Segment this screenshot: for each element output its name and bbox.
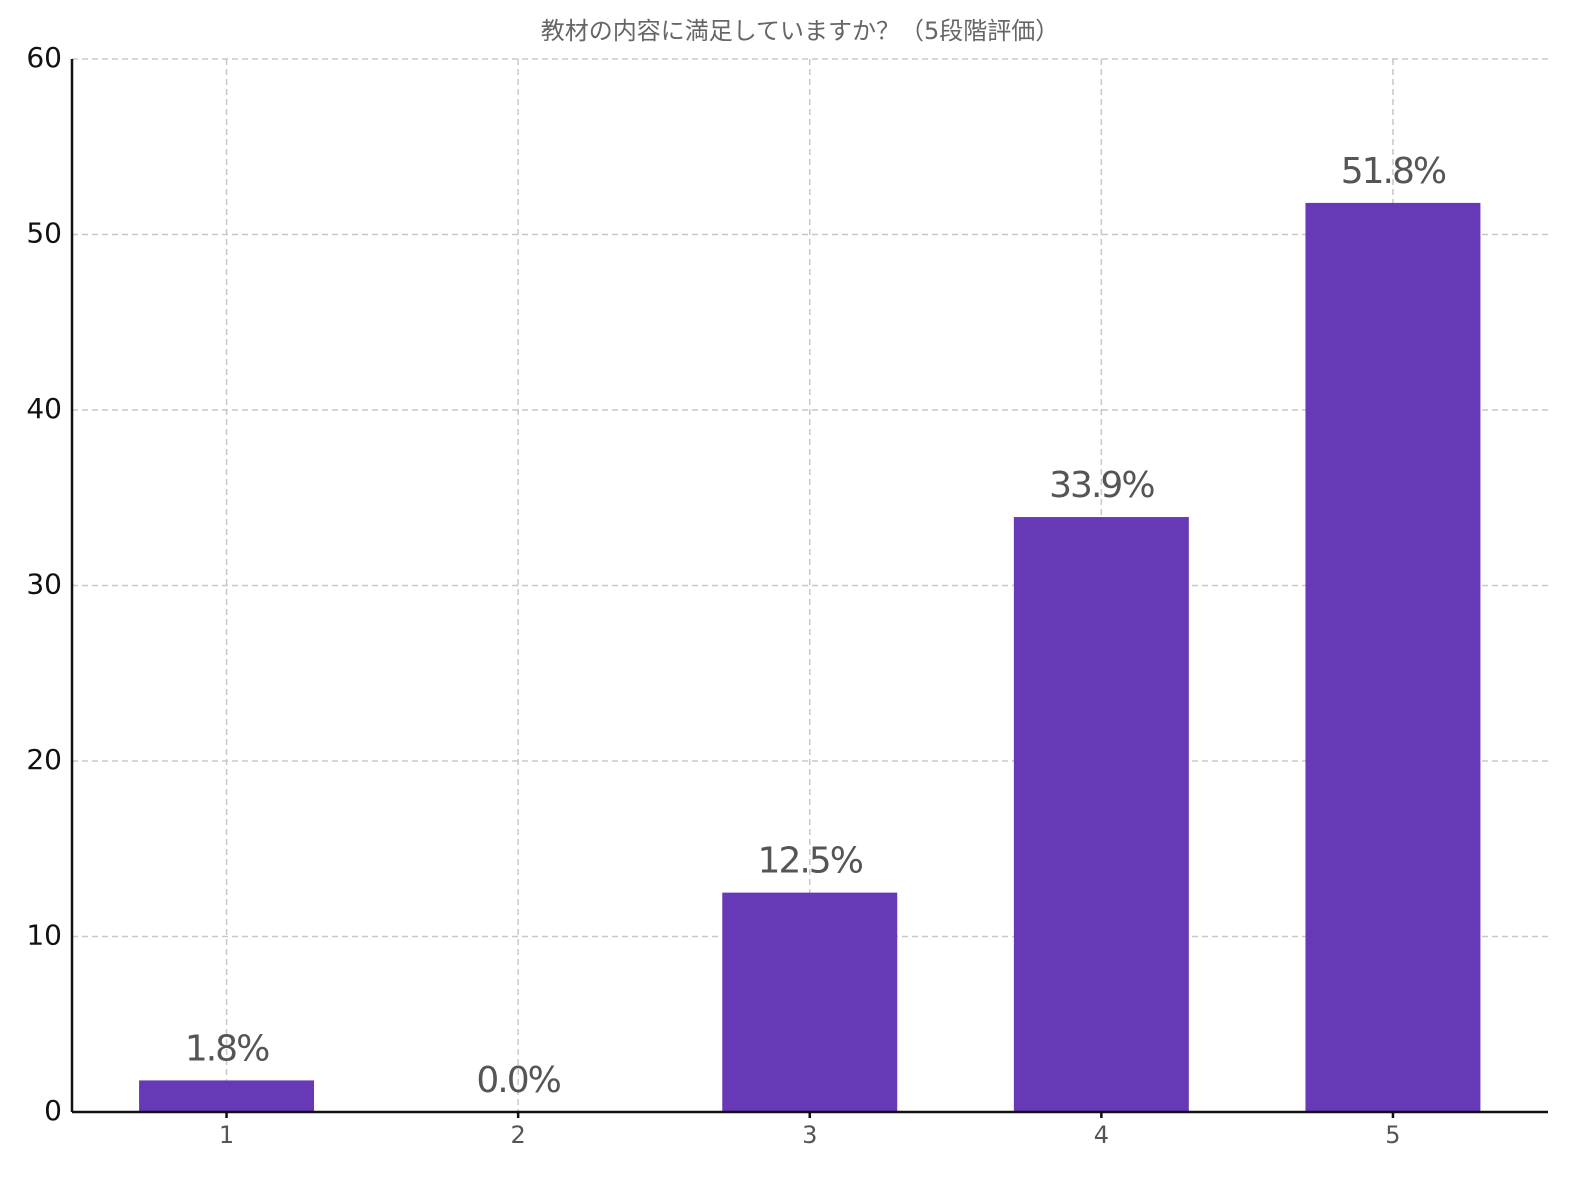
y-tick-label: 10 <box>26 919 62 952</box>
value-label: 51.8% <box>1341 151 1446 192</box>
y-tick-label: 60 <box>26 41 62 74</box>
y-tick-label: 20 <box>26 743 62 776</box>
value-label: 12.5% <box>758 841 863 882</box>
chart-title: 教材の内容に満足していますか？（5段階評価） <box>541 17 1060 45</box>
y-tick-label: 40 <box>26 392 62 425</box>
bar <box>722 892 898 1112</box>
bar <box>139 1080 315 1112</box>
x-tick-label: 5 <box>1385 1121 1400 1149</box>
x-tick-label: 1 <box>219 1121 234 1149</box>
y-tick-label: 0 <box>44 1094 62 1127</box>
bar <box>1013 517 1189 1112</box>
y-tick-label: 30 <box>26 568 62 601</box>
value-label: 1.8% <box>185 1028 269 1069</box>
value-label: 0.0% <box>476 1060 560 1101</box>
bar <box>1305 202 1481 1112</box>
x-tick-label: 4 <box>1094 1121 1109 1149</box>
x-tick-label: 2 <box>511 1121 526 1149</box>
value-label: 33.9% <box>1049 465 1154 506</box>
x-tick-label: 3 <box>802 1121 817 1149</box>
y-tick-label: 50 <box>26 217 62 250</box>
